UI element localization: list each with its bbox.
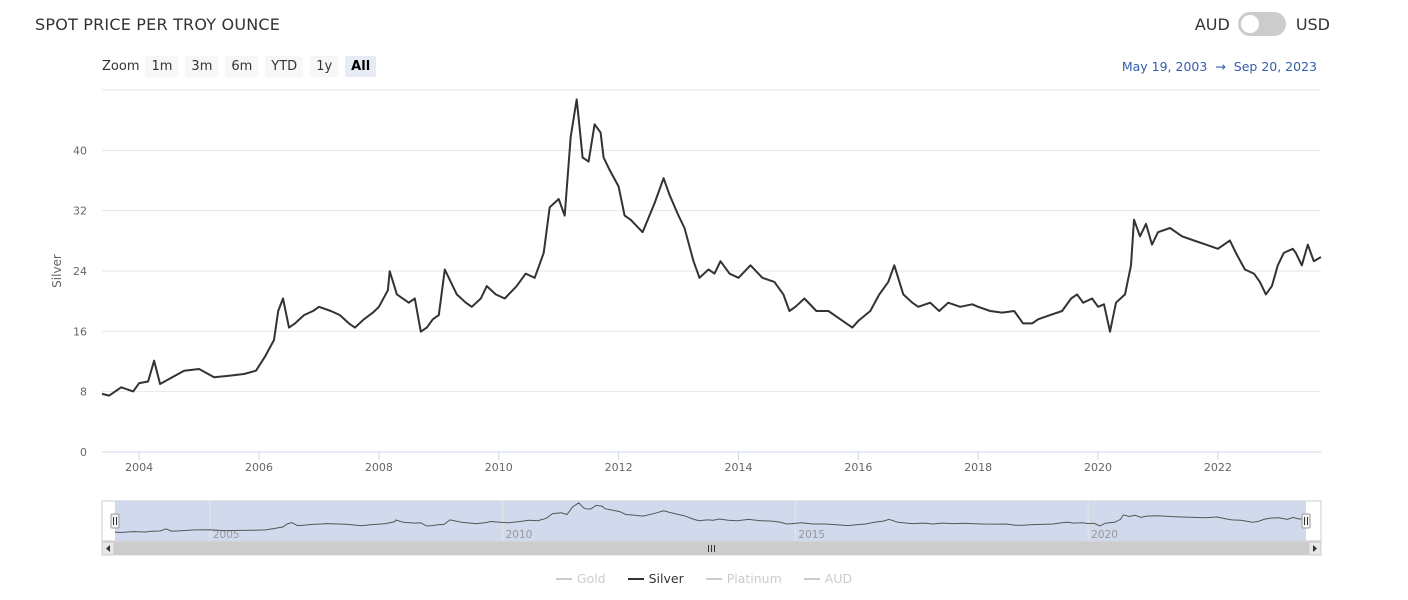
- arrow-left-icon: [106, 545, 110, 552]
- chart-title: SPOT PRICE PER TROY OUNCE: [35, 15, 281, 34]
- x-tick-label: 2014: [724, 461, 752, 474]
- x-tick-label: 2022: [1204, 461, 1232, 474]
- y-axis-ticks: 0 8 16 24 32 40: [73, 144, 87, 459]
- range-to-date[interactable]: Sep 20, 2023: [1233, 59, 1317, 74]
- legend-silver-line-icon: [627, 577, 644, 580]
- zoom-label: Zoom: [102, 59, 140, 74]
- x-tick-label: 2012: [605, 461, 633, 474]
- navigator-left-handle[interactable]: [110, 513, 120, 529]
- navigator-tick-label: 2020: [1091, 529, 1118, 541]
- legend: Gold Silver Platinum AUD: [0, 571, 1408, 586]
- date-range: May 19, 2003 → Sep 20, 2023: [1122, 59, 1317, 74]
- legend-aud-line-icon: [803, 577, 820, 580]
- legend-aud-label: AUD: [824, 571, 853, 586]
- legend-item-silver[interactable]: Silver: [627, 571, 684, 586]
- y-tick-label: 16: [73, 325, 87, 338]
- zoom-bar: Zoom 1m 3m 6m YTD 1y All: [102, 56, 383, 77]
- navigator-tick-label: 2015: [798, 529, 825, 541]
- navigator: 2005 2010 2015 2020: [101, 500, 1322, 556]
- navigator-tick-label: 2005: [213, 529, 240, 541]
- x-tick-label: 2016: [844, 461, 872, 474]
- currency-switch: AUD USD: [1195, 12, 1330, 36]
- navigator-selected-range[interactable]: [115, 501, 1306, 541]
- y-axis-label: Silver: [50, 254, 64, 288]
- x-tick-label: 2008: [365, 461, 393, 474]
- y-tick-label: 24: [73, 265, 87, 278]
- legend-platinum-label: Platinum: [726, 571, 782, 586]
- legend-silver-label: Silver: [648, 571, 684, 586]
- x-tick-label: 2018: [964, 461, 992, 474]
- range-arrow: →: [1215, 59, 1226, 74]
- series-line-silver: [101, 98, 1322, 397]
- zoom-ytd-button[interactable]: YTD: [265, 56, 304, 77]
- x-tick-label: 2004: [125, 461, 153, 474]
- y-tick-label: 8: [80, 386, 87, 399]
- x-axis-ticks: 2004 2006 2008 2010 2012 2014 2016 2018 2020 2022: [102, 451, 1321, 474]
- zoom-1m-button[interactable]: 1m: [145, 56, 179, 77]
- navigator-series-line: [114, 502, 1307, 533]
- legend-item-gold[interactable]: Gold: [555, 571, 606, 586]
- currency-usd-label: USD: [1295, 14, 1330, 34]
- legend-item-aud[interactable]: AUD: [803, 571, 853, 586]
- x-tick-label: 2010: [485, 461, 513, 474]
- legend-gold-line-icon: [555, 577, 572, 580]
- y-tick-label: 0: [80, 446, 87, 459]
- zoom-all-button[interactable]: All: [345, 56, 377, 77]
- legend-item-platinum[interactable]: Platinum: [705, 571, 782, 586]
- toggle-knob[interactable]: [1240, 15, 1259, 33]
- x-tick-label: 2006: [245, 461, 273, 474]
- arrow-right-icon: [1313, 545, 1317, 552]
- x-tick-label: 2020: [1084, 461, 1112, 474]
- y-tick-label: 32: [73, 205, 87, 218]
- zoom-3m-button[interactable]: 3m: [185, 56, 219, 77]
- navigator-right-handle[interactable]: [1301, 513, 1311, 529]
- zoom-6m-button[interactable]: 6m: [225, 56, 259, 77]
- legend-platinum-line-icon: [705, 577, 722, 580]
- navigator-tick-label: 2010: [506, 529, 533, 541]
- range-from-date[interactable]: May 19, 2003: [1121, 59, 1208, 74]
- y-tick-label: 40: [73, 144, 87, 157]
- legend-gold-label: Gold: [576, 571, 606, 586]
- zoom-1y-button[interactable]: 1y: [310, 56, 339, 77]
- currency-toggle[interactable]: [1237, 12, 1286, 36]
- navigator-scrollbar[interactable]: [101, 541, 1322, 556]
- currency-aud-label: AUD: [1194, 14, 1230, 34]
